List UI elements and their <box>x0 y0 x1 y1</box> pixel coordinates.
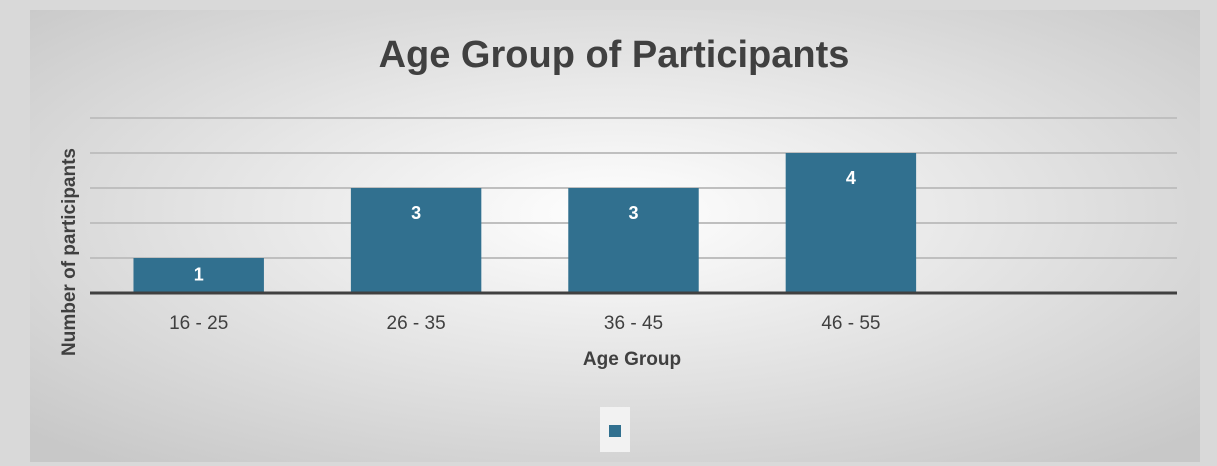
data-label: 1 <box>194 264 204 284</box>
x-tick-label: 26 - 35 <box>387 313 446 334</box>
data-label: 4 <box>846 168 856 188</box>
bar <box>133 258 264 293</box>
data-label: 3 <box>628 203 638 223</box>
chart-title: Age Group of Participants <box>379 34 850 76</box>
bar <box>785 153 917 293</box>
y-axis-title: Number of participants <box>59 148 80 356</box>
x-tick-label: 16 - 25 <box>169 313 228 334</box>
legend-swatch <box>609 425 621 437</box>
bar <box>350 188 482 293</box>
x-axis-title: Age Group <box>583 349 681 370</box>
bar <box>568 188 699 293</box>
x-tick-label: 46 - 55 <box>821 313 880 334</box>
data-label: 3 <box>411 203 421 223</box>
x-tick-label: 36 - 45 <box>604 313 663 334</box>
